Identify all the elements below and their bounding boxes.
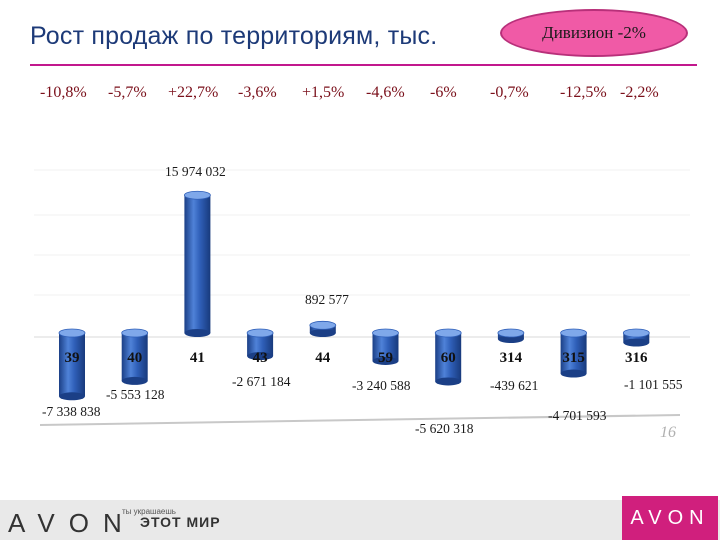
category-label: 315 — [562, 350, 585, 366]
category-labels: 39 40 41 43 44 59 60 314 315 316 — [65, 350, 649, 366]
slogan-small: ты украшаешь — [122, 507, 176, 516]
value-label: 892 577 — [305, 292, 349, 307]
growth-label: -10,8% — [40, 84, 87, 101]
bar-top — [372, 328, 399, 338]
growth-label: -0,7% — [490, 84, 529, 101]
bar-top — [58, 328, 86, 338]
bar-body — [435, 333, 462, 382]
bar-body — [560, 333, 587, 374]
category-label: 314 — [500, 350, 523, 366]
bar-body — [623, 333, 650, 343]
value-label: -3 240 588 — [352, 378, 411, 393]
value-label: -439 621 — [490, 378, 538, 393]
division-badge: Дивизион -2% — [500, 9, 688, 57]
page-number: 16 — [660, 424, 676, 441]
bar-body — [121, 333, 148, 381]
bar-body — [59, 333, 85, 397]
bar-316 — [622, 328, 650, 347]
category-label: 39 — [65, 350, 80, 366]
category-label: 43 — [253, 350, 268, 366]
bar-bottom — [435, 377, 462, 386]
growth-label: -12,5% — [560, 84, 607, 101]
value-label: -7 338 838 — [42, 404, 101, 419]
bar-315 — [560, 328, 587, 378]
bar-bottom — [59, 392, 85, 401]
bar-bottom — [372, 356, 399, 365]
growth-label: -3,6% — [238, 84, 277, 101]
chart-bars — [58, 190, 650, 401]
bar-44 — [309, 320, 337, 337]
bar-top — [246, 328, 274, 338]
bar-top — [622, 328, 650, 338]
bar-bottom — [623, 338, 650, 347]
growth-label: -6% — [430, 84, 457, 101]
page-title: Рост продаж по территориям, тыс. — [30, 22, 438, 50]
avon-logo-left: AVON — [8, 508, 136, 538]
growth-label: +1,5% — [302, 84, 345, 101]
footer-bar — [0, 500, 720, 540]
bar-bottom — [247, 352, 274, 361]
bar-body — [372, 333, 399, 361]
bar-body — [184, 195, 211, 333]
bar-top — [497, 328, 525, 338]
category-label: 44 — [315, 350, 331, 366]
value-label: -2 671 184 — [232, 374, 291, 389]
bar-top — [121, 328, 149, 338]
bar-41 — [183, 190, 211, 337]
category-label: 40 — [127, 350, 142, 366]
bar-59 — [372, 328, 399, 365]
bar-39 — [58, 328, 86, 401]
category-label: 316 — [625, 350, 648, 366]
value-label: -5 553 128 — [106, 387, 165, 402]
category-label: 59 — [378, 350, 393, 366]
value-labels: -7 338 838 -5 553 128 15 974 032 -2 671 184… — [42, 164, 683, 436]
bar-bottom — [309, 329, 336, 337]
bar-43 — [246, 328, 274, 361]
title-divider — [30, 64, 697, 66]
category-label: 41 — [190, 350, 205, 366]
value-label: -5 620 318 — [415, 421, 474, 436]
bar-top — [183, 190, 211, 200]
value-label: -1 101 555 — [624, 377, 683, 392]
value-label: -4 701 593 — [548, 408, 607, 423]
category-label: 60 — [441, 350, 456, 366]
growth-label: -2,2% — [620, 84, 659, 101]
slogan: ЭТОТ МИР — [140, 514, 221, 530]
growth-label: -4,6% — [366, 84, 405, 101]
bar-314 — [497, 328, 525, 343]
bar-60 — [434, 328, 462, 386]
avon-logo-right: AVON — [622, 496, 718, 540]
bar-bottom — [184, 329, 211, 337]
bar-top — [434, 328, 462, 338]
bar-top — [309, 320, 337, 330]
bar-bottom — [497, 335, 524, 343]
growth-label: +22,7% — [168, 84, 219, 101]
bar-body — [247, 333, 274, 357]
growth-label: -5,7% — [108, 84, 147, 101]
bar-top — [560, 328, 587, 338]
sales-growth-chart: 39 40 41 43 44 59 60 314 315 316 -7 338 838 -5 553… — [34, 164, 690, 436]
value-label: 15 974 032 — [165, 164, 226, 179]
bar-40 — [121, 328, 149, 385]
floor-line — [39, 414, 681, 426]
bar-bottom — [560, 369, 587, 378]
bar-bottom — [121, 376, 148, 385]
